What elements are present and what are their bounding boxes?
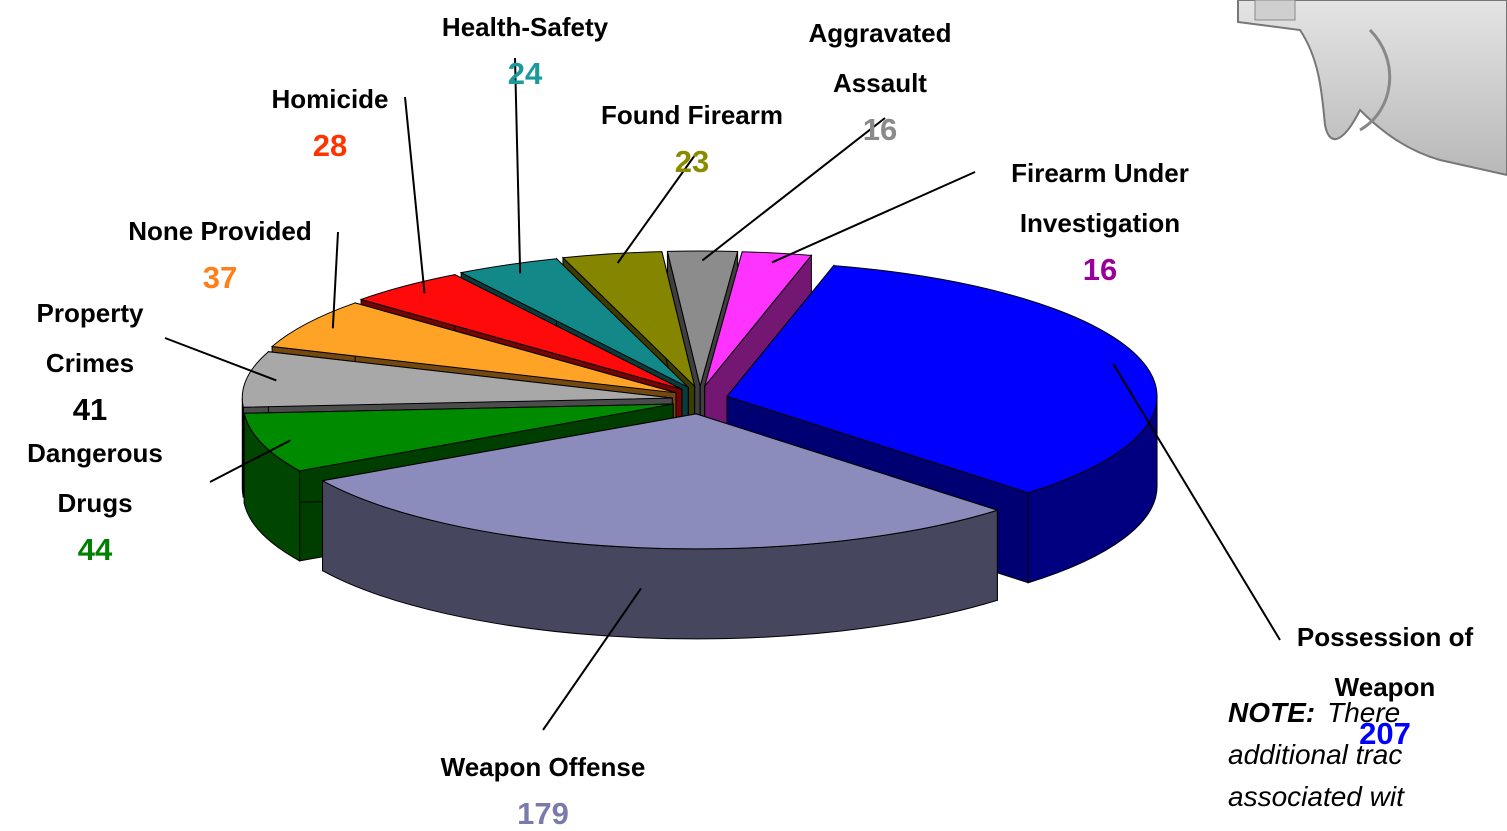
slice-label: Property Crimes 41 xyxy=(10,288,170,432)
value-label: 28 xyxy=(312,128,348,163)
value-label: 41 xyxy=(72,392,108,427)
slice xyxy=(359,274,683,390)
slice xyxy=(459,258,689,388)
slice xyxy=(270,302,677,394)
pie xyxy=(241,250,1158,640)
category-label: Health-Safety xyxy=(441,12,609,42)
leader-line xyxy=(164,337,277,382)
value-label: 179 xyxy=(517,796,569,831)
category-label: Found Firearm xyxy=(600,100,783,130)
gun-image xyxy=(1237,0,1507,177)
leader-line xyxy=(616,154,696,264)
leader-line xyxy=(331,231,339,329)
leader-line xyxy=(701,117,886,262)
leader-line xyxy=(771,171,976,264)
slice-label: Found Firearm 23 xyxy=(562,90,822,184)
slice xyxy=(321,413,1000,550)
value-label: 16 xyxy=(1082,252,1118,287)
category-label: Firearm Under Investigation xyxy=(1011,158,1189,238)
category-label: Dangerous Drugs xyxy=(27,438,163,518)
note: NOTE: There additional trac associated wi… xyxy=(1228,692,1404,818)
slice-label: Possession of Weapon 207 xyxy=(1280,612,1490,756)
note-label: NOTE: xyxy=(1228,697,1316,728)
category-label: Weapon Offense xyxy=(440,752,646,782)
slice-label: Homicide 28 xyxy=(230,74,430,168)
slice xyxy=(666,250,739,388)
slice-label: Health-Safety 24 xyxy=(405,2,645,96)
slice-label: Weapon Offense 179 xyxy=(383,742,703,831)
category-label: Property Crimes xyxy=(36,298,144,378)
slice xyxy=(243,403,674,472)
slice-label: None Provided 37 xyxy=(90,206,350,300)
value-label: 37 xyxy=(202,260,238,295)
leader-line xyxy=(209,439,291,483)
leader-line xyxy=(514,57,522,274)
note-line: associated wit xyxy=(1228,781,1404,812)
value-label: 44 xyxy=(77,532,113,567)
slice xyxy=(726,265,1158,494)
value-label: 23 xyxy=(674,144,710,179)
leader-line xyxy=(1112,363,1281,641)
slice xyxy=(561,251,696,388)
slice-label: Firearm Under Investigation 16 xyxy=(980,148,1220,292)
leader-line xyxy=(404,96,426,294)
slice xyxy=(241,351,673,408)
note-line: There xyxy=(1327,697,1401,728)
leader-line xyxy=(542,587,642,731)
slice-label: Dangerous Drugs 44 xyxy=(0,428,190,572)
slice-side xyxy=(241,398,244,498)
leader-lines xyxy=(164,57,1281,731)
note-line: additional trac xyxy=(1228,739,1403,770)
value-label: 207 xyxy=(1359,716,1411,751)
slice xyxy=(704,251,813,387)
category-label: Homicide xyxy=(271,84,389,114)
value-label: 16 xyxy=(862,112,898,147)
slice-label: Aggravated Assault 16 xyxy=(790,8,970,152)
value-label: 24 xyxy=(507,56,543,91)
category-label: None Provided xyxy=(128,216,312,246)
category-label: Aggravated Assault xyxy=(808,18,952,98)
category-label: Possession of Weapon xyxy=(1296,622,1474,702)
